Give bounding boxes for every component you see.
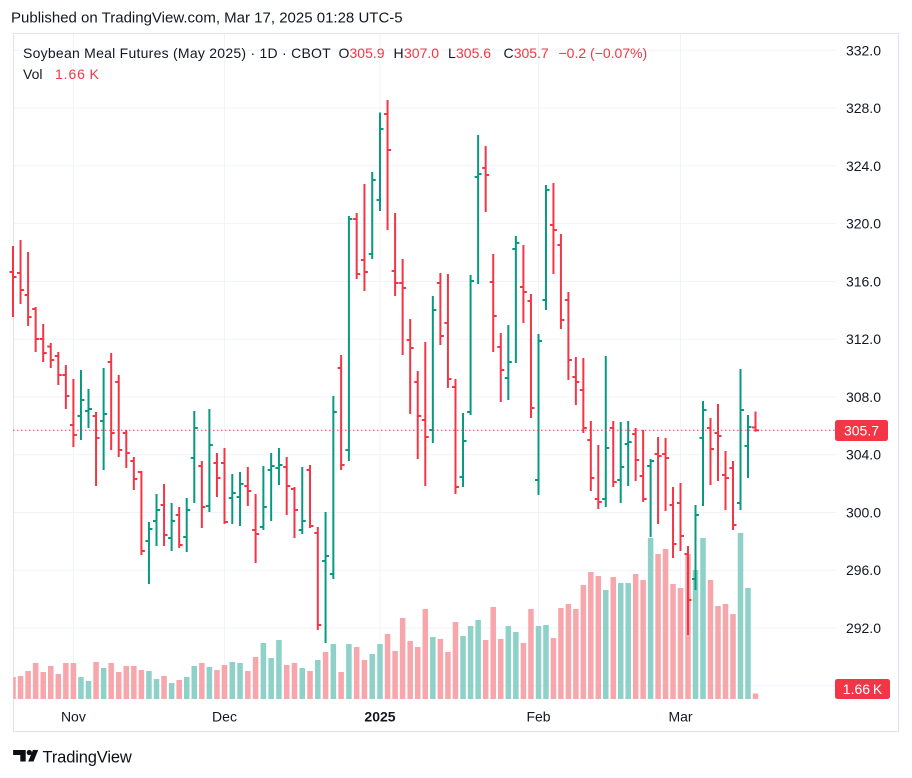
svg-text:320.0: 320.0 <box>846 216 881 232</box>
svg-text:307.0: 307.0 <box>404 45 439 61</box>
svg-text:328.0: 328.0 <box>846 100 881 116</box>
svg-text:308.0: 308.0 <box>846 389 881 405</box>
svg-text:O: O <box>339 45 350 61</box>
svg-text:Nov: Nov <box>61 709 86 725</box>
svg-text:1.66 K: 1.66 K <box>55 66 100 82</box>
svg-text:2025: 2025 <box>364 709 395 725</box>
svg-text:−0.2 (−0.07%): −0.2 (−0.07%) <box>559 45 648 61</box>
svg-text:Feb: Feb <box>526 709 550 725</box>
svg-text:Mar: Mar <box>668 709 692 725</box>
svg-text:L: L <box>448 45 456 61</box>
svg-text:300.0: 300.0 <box>846 504 881 520</box>
svg-text:305.9: 305.9 <box>350 45 385 61</box>
svg-text:312.0: 312.0 <box>846 331 881 347</box>
svg-text:H: H <box>394 45 404 61</box>
svg-text:296.0: 296.0 <box>846 562 881 578</box>
svg-text:304.0: 304.0 <box>846 447 881 463</box>
svg-text:1.66 K: 1.66 K <box>843 681 883 697</box>
svg-text:TradingView: TradingView <box>43 749 132 767</box>
svg-text:305.7: 305.7 <box>844 423 879 439</box>
svg-text:316.0: 316.0 <box>846 273 881 289</box>
svg-text:Soybean Meal Futures (May 2025: Soybean Meal Futures (May 2025) · 1D · C… <box>23 45 331 61</box>
svg-text:324.0: 324.0 <box>846 158 881 174</box>
svg-text:C: C <box>504 45 514 61</box>
svg-text:Published on TradingView.com,: Published on TradingView.com, Mar 17, 20… <box>11 10 403 27</box>
svg-text:332.0: 332.0 <box>846 42 881 58</box>
svg-text:292.0: 292.0 <box>846 620 881 636</box>
svg-text:305.7: 305.7 <box>514 45 549 61</box>
svg-text:Dec: Dec <box>212 709 237 725</box>
svg-text:Vol: Vol <box>23 66 42 82</box>
svg-text:305.6: 305.6 <box>456 45 491 61</box>
